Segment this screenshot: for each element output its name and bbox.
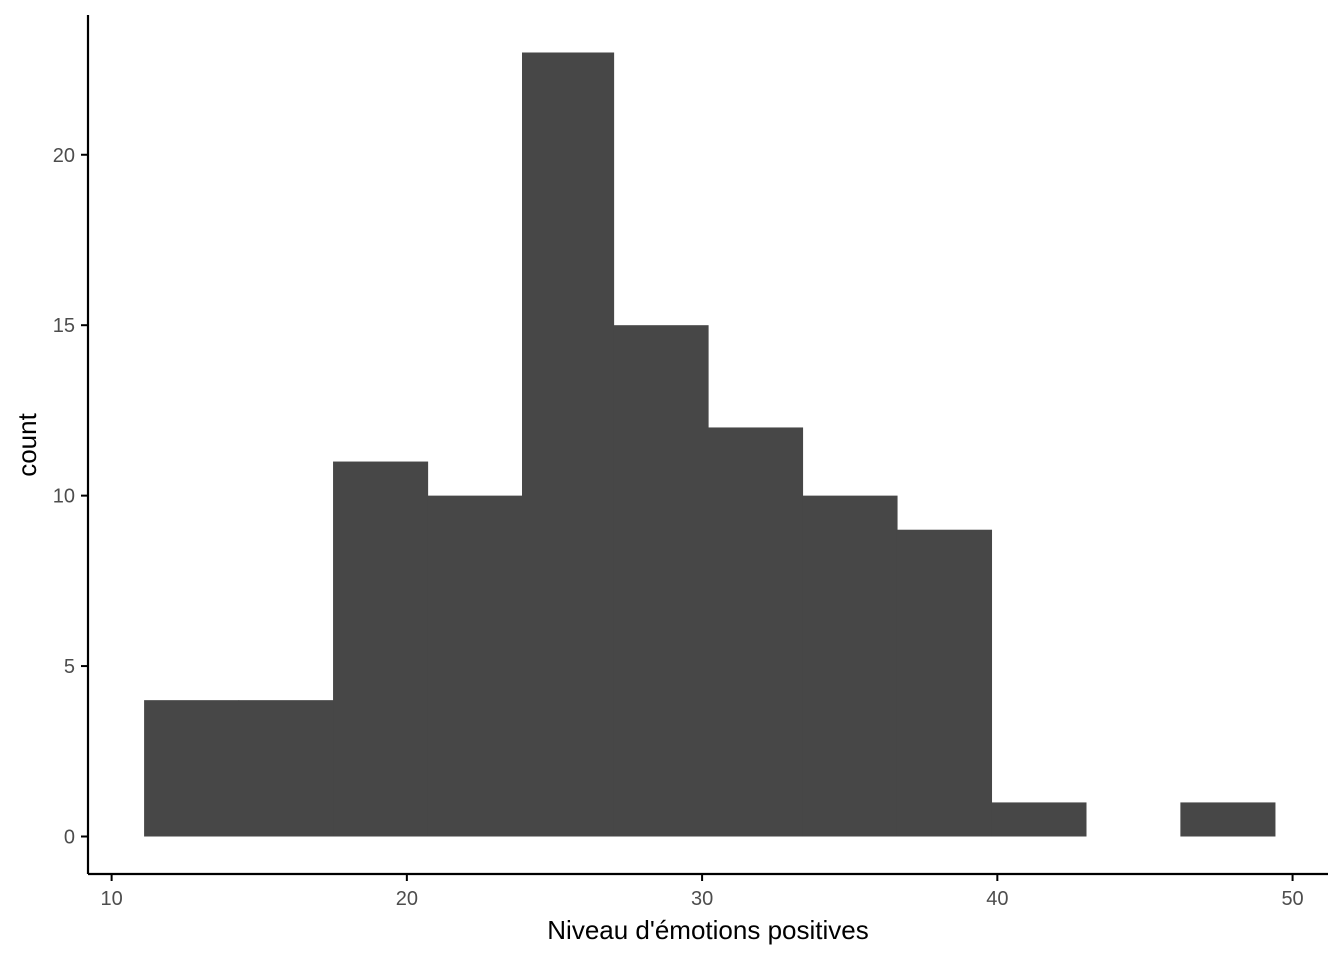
y-tick-label: 15 <box>53 315 75 337</box>
x-tick-label: 30 <box>691 888 713 910</box>
histogram-bar <box>427 495 523 837</box>
x-tick-label: 40 <box>986 888 1008 910</box>
histogram-bar <box>991 802 1087 837</box>
histogram-bar <box>144 700 240 837</box>
y-tick-label: 0 <box>64 827 75 849</box>
histogram-bar <box>522 52 615 837</box>
histogram-bar <box>613 325 709 837</box>
histogram-bar <box>1180 802 1276 837</box>
histogram-bar <box>708 427 804 837</box>
y-tick-label: 10 <box>53 486 75 508</box>
bars-layer <box>144 52 1276 837</box>
y-tick-label: 5 <box>64 656 75 678</box>
histogram-bar <box>333 461 429 837</box>
axes-layer: 0 5 10 15 20 10 20 30 40 50 <box>53 15 1328 910</box>
x-tick-label: 10 <box>100 888 122 910</box>
y-tick-label: 20 <box>53 145 75 167</box>
x-axis-title: Niveau d'émotions positives <box>547 915 868 945</box>
x-tick-label: 50 <box>1281 888 1303 910</box>
y-axis-title: count <box>12 412 42 476</box>
histogram-bar <box>802 495 898 837</box>
histogram-bar <box>896 529 993 837</box>
x-tick-label: 20 <box>396 888 418 910</box>
histogram-bar <box>238 700 334 837</box>
